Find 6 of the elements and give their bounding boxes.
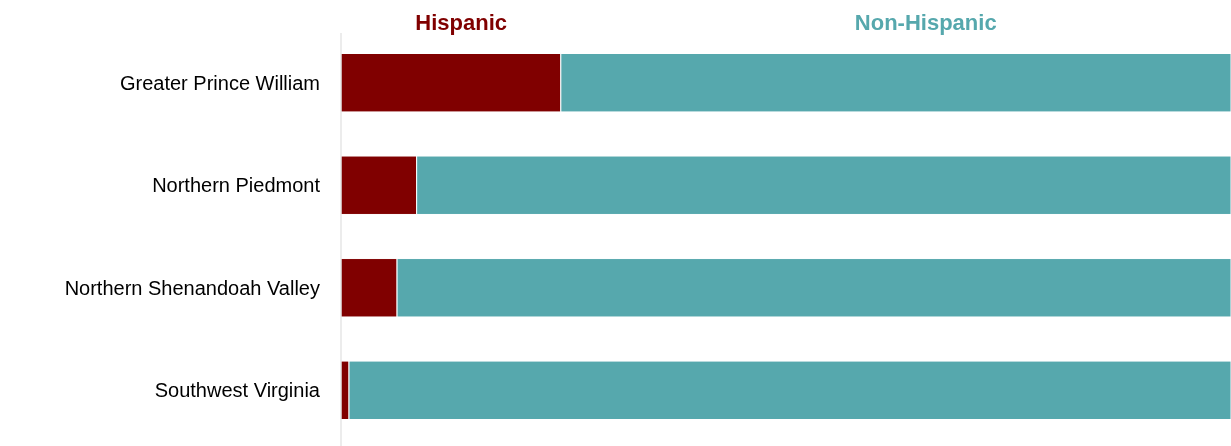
series-label: Hispanic [415, 10, 507, 35]
y-tick-label: Northern Shenandoah Valley [64, 276, 320, 299]
series-label: Non-Hispanic [854, 10, 997, 35]
y-tick-label: Greater Prince William [119, 71, 320, 94]
y-tick-label: Northern Piedmont [152, 174, 321, 197]
y-tick-label: Southwest Virginia [154, 379, 321, 402]
